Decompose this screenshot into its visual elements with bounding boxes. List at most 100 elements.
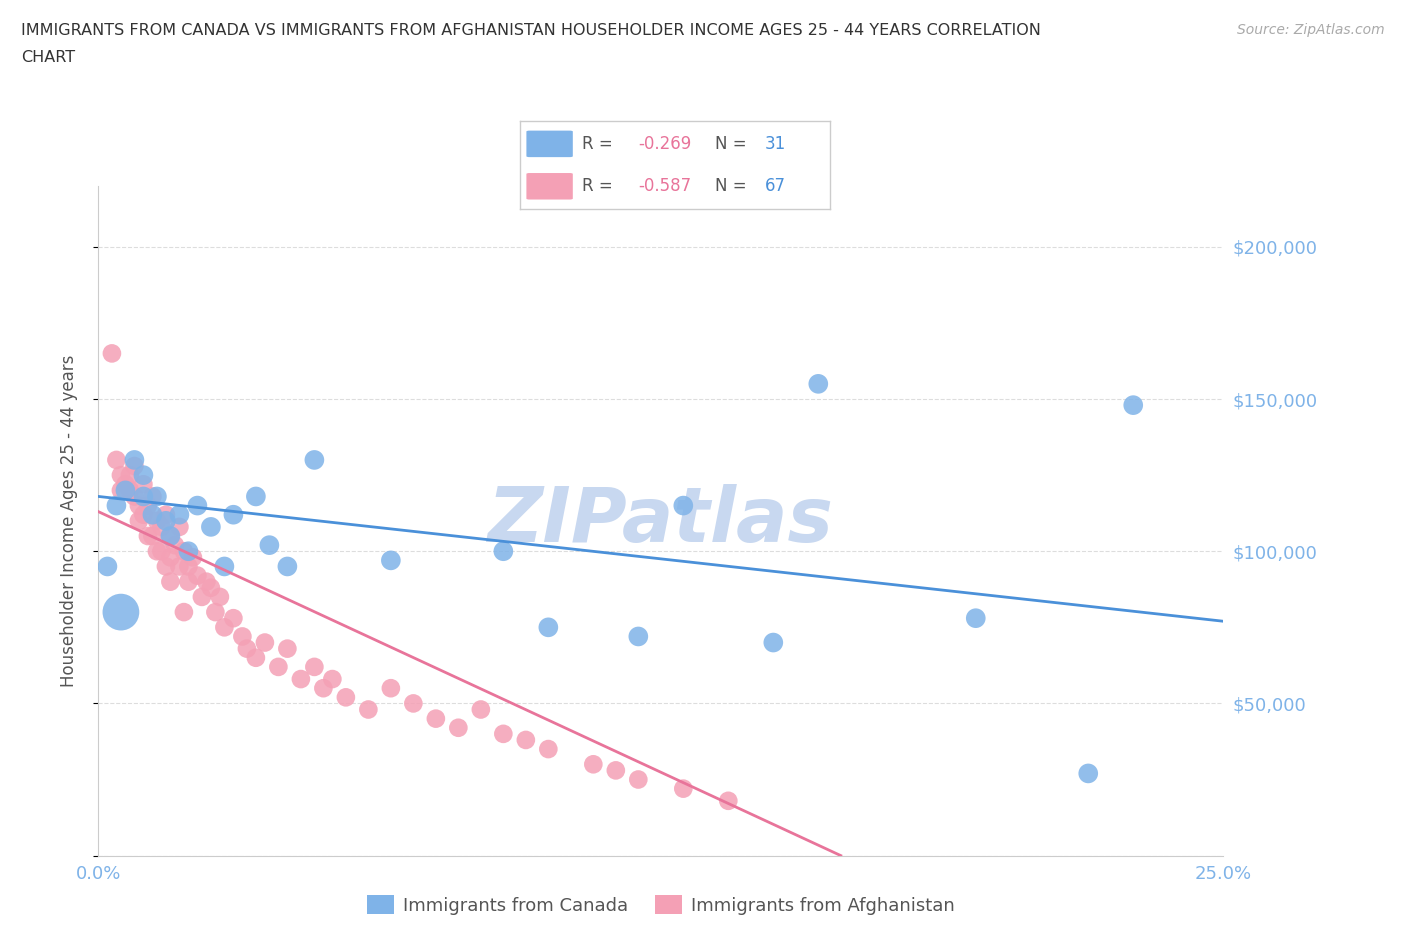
Point xyxy=(124,458,146,473)
Point xyxy=(208,590,231,604)
Point xyxy=(186,498,208,513)
Point xyxy=(105,498,128,513)
Text: Source: ZipAtlas.com: Source: ZipAtlas.com xyxy=(1237,23,1385,37)
Point xyxy=(118,483,141,498)
Point xyxy=(290,671,312,686)
Point xyxy=(807,377,830,392)
Point xyxy=(128,498,150,513)
Point xyxy=(155,507,177,522)
Point xyxy=(304,453,326,468)
Point xyxy=(150,520,173,535)
Text: N =: N = xyxy=(716,135,752,153)
Point xyxy=(204,604,226,619)
Point xyxy=(173,544,195,559)
Text: CHART: CHART xyxy=(21,50,75,65)
Legend: Immigrants from Canada, Immigrants from Afghanistan: Immigrants from Canada, Immigrants from … xyxy=(357,886,965,923)
Point xyxy=(214,620,236,635)
Point xyxy=(159,574,181,589)
Point xyxy=(276,641,298,656)
Point xyxy=(177,574,200,589)
Point xyxy=(357,702,380,717)
Point xyxy=(96,559,118,574)
Point xyxy=(177,544,200,559)
Point xyxy=(146,544,169,559)
Point xyxy=(169,507,191,522)
Point xyxy=(118,468,141,483)
Point xyxy=(259,538,281,552)
Point xyxy=(236,641,259,656)
Text: 31: 31 xyxy=(765,135,786,153)
Point xyxy=(1077,766,1099,781)
Point xyxy=(155,559,177,574)
Text: R =: R = xyxy=(582,178,619,195)
Text: R =: R = xyxy=(582,135,619,153)
Point xyxy=(515,733,537,748)
Point xyxy=(537,620,560,635)
Text: 67: 67 xyxy=(765,178,786,195)
Point xyxy=(380,681,402,696)
Point xyxy=(141,489,163,504)
Point xyxy=(159,528,181,543)
Text: -0.269: -0.269 xyxy=(638,135,690,153)
Point xyxy=(672,781,695,796)
Point xyxy=(110,604,132,619)
Point xyxy=(214,559,236,574)
Point xyxy=(627,629,650,644)
FancyBboxPatch shape xyxy=(526,173,572,200)
Point xyxy=(200,580,222,595)
Point xyxy=(114,483,136,498)
Point xyxy=(141,528,163,543)
Point xyxy=(150,544,173,559)
Point xyxy=(141,507,163,522)
Point xyxy=(762,635,785,650)
Point xyxy=(181,550,204,565)
Point xyxy=(101,346,124,361)
Point xyxy=(186,568,208,583)
Point xyxy=(146,513,169,528)
Point xyxy=(492,544,515,559)
Point xyxy=(136,498,159,513)
Point xyxy=(173,604,195,619)
Text: ZIPatlas: ZIPatlas xyxy=(488,484,834,558)
Point xyxy=(124,489,146,504)
Text: IMMIGRANTS FROM CANADA VS IMMIGRANTS FROM AFGHANISTAN HOUSEHOLDER INCOME AGES 25: IMMIGRANTS FROM CANADA VS IMMIGRANTS FRO… xyxy=(21,23,1040,38)
Point xyxy=(245,489,267,504)
Point xyxy=(672,498,695,513)
Point xyxy=(627,772,650,787)
Point xyxy=(380,553,402,568)
Point xyxy=(128,513,150,528)
Point xyxy=(447,721,470,736)
Point xyxy=(231,629,253,644)
Point xyxy=(470,702,492,717)
Point xyxy=(132,489,155,504)
Point xyxy=(312,681,335,696)
Y-axis label: Householder Income Ages 25 - 44 years: Householder Income Ages 25 - 44 years xyxy=(59,354,77,687)
Point xyxy=(200,520,222,535)
Point xyxy=(114,477,136,492)
Point xyxy=(253,635,276,650)
Point xyxy=(155,513,177,528)
Point xyxy=(159,528,181,543)
FancyBboxPatch shape xyxy=(526,130,572,157)
Point xyxy=(245,650,267,665)
Point xyxy=(537,741,560,756)
Point xyxy=(169,559,191,574)
Point xyxy=(124,453,146,468)
Point xyxy=(425,711,447,726)
Point xyxy=(267,659,290,674)
Point xyxy=(965,611,987,626)
Point xyxy=(304,659,326,674)
Point xyxy=(169,520,191,535)
Point xyxy=(717,793,740,808)
Point xyxy=(402,696,425,711)
Point xyxy=(582,757,605,772)
Point xyxy=(605,763,627,777)
Point xyxy=(163,538,186,552)
Point xyxy=(335,690,357,705)
Point xyxy=(132,507,155,522)
Point xyxy=(159,550,181,565)
Point xyxy=(195,574,218,589)
Point xyxy=(132,468,155,483)
Point xyxy=(105,453,128,468)
Point xyxy=(136,528,159,543)
